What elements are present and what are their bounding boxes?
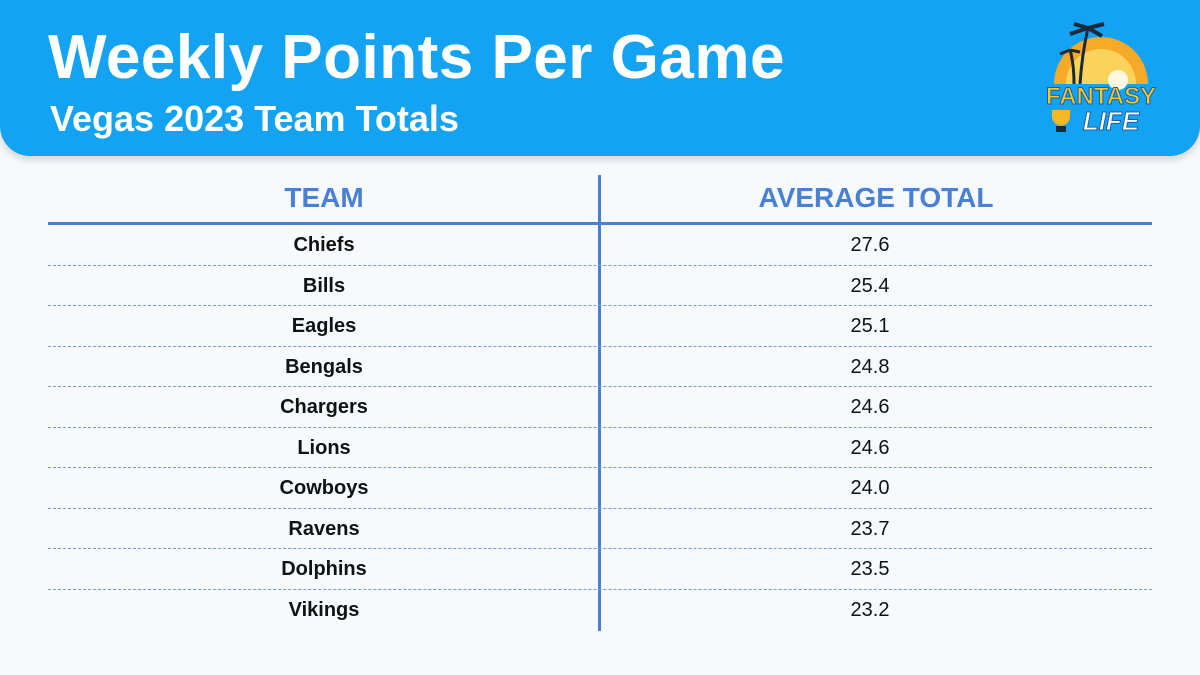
average-total-value: 27.6	[850, 234, 890, 256]
team-name: Chargers	[280, 396, 368, 418]
svg-text:LIFE: LIFE	[1083, 106, 1140, 136]
average-total-value: 24.6	[850, 396, 890, 418]
team-name: Ravens	[288, 517, 360, 540]
row-divider	[48, 467, 1152, 468]
average-total-value: 25.4	[850, 274, 890, 297]
team-name: Dolphins	[281, 558, 367, 580]
average-total-value: 24.8	[850, 355, 890, 378]
row-divider	[48, 345, 1152, 347]
row-divider	[48, 386, 1152, 387]
row-divider	[48, 264, 1152, 266]
page-title: Weekly Points Per Game	[48, 23, 785, 92]
table-row: Cowboys 24.0	[48, 468, 1152, 509]
table-row: Bills 25.4	[48, 266, 1152, 306]
table-row: Eagles 25.1	[48, 306, 1152, 347]
svg-text:FANTASY: FANTASY	[1046, 83, 1156, 110]
team-name: Lions	[297, 436, 351, 459]
column-header-team: TEAM	[284, 182, 364, 213]
average-total-value: 24.0	[850, 477, 890, 499]
average-total-value: 25.1	[850, 315, 890, 337]
average-total-value: 23.2	[850, 598, 890, 621]
row-divider	[48, 426, 1152, 428]
average-total-value: 23.5	[850, 558, 890, 580]
page-subtitle: Vegas 2023 Team Totals	[50, 98, 459, 139]
header-banner: Weekly Points Per Game Vegas 2023 Team T…	[0, 0, 1200, 156]
table-row: Dolphins 23.5	[48, 549, 1152, 590]
table-row: Vikings 23.2	[48, 590, 1152, 631]
column-header-average-total: AVERAGE TOTAL	[758, 182, 994, 213]
average-total-value: 24.6	[850, 436, 890, 459]
table-row: Chargers 24.6	[48, 387, 1152, 428]
team-name: Bills	[302, 274, 346, 297]
team-name: Cowboys	[279, 477, 369, 499]
column-divider	[598, 175, 601, 631]
team-name: Bengals	[285, 355, 363, 378]
table-row: Bengals 24.8	[48, 347, 1152, 387]
fantasy-life-logo: FANTASY LIFE	[1045, 22, 1157, 136]
table-row: Ravens 23.7	[48, 509, 1152, 549]
row-divider	[48, 548, 1152, 549]
team-name: Eagles	[291, 315, 357, 337]
average-total-value: 23.7	[850, 517, 890, 540]
table-row: Chiefs 27.6	[48, 225, 1152, 266]
team-name: Chiefs	[293, 234, 355, 256]
row-divider	[48, 588, 1152, 590]
row-divider	[48, 305, 1152, 306]
header-underline	[48, 222, 1152, 225]
table-row: Lions 24.6	[48, 428, 1152, 468]
row-divider	[48, 507, 1152, 509]
team-name: Vikings	[288, 598, 360, 621]
